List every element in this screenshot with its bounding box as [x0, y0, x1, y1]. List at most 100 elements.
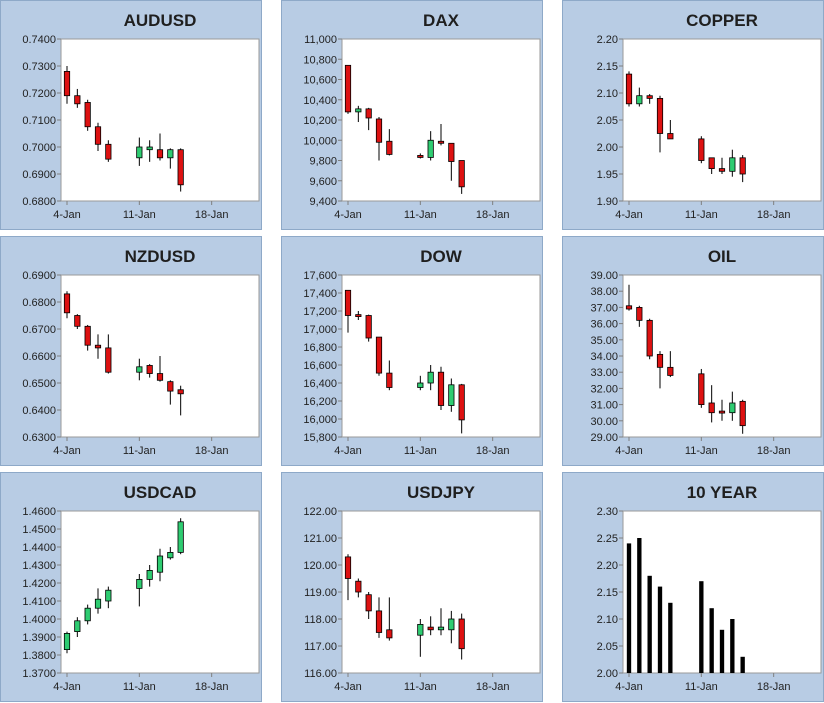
copper-candle-body	[708, 157, 715, 170]
oil-candle-body	[646, 319, 653, 357]
usdjpy-title: USDJPY	[407, 483, 476, 502]
usdjpy-ytick-label: 120.00	[303, 560, 337, 572]
usdjpy-candle-body	[448, 618, 455, 631]
usdjpy-candle-body	[355, 580, 362, 593]
usdjpy-xtick-label: 4-Jan	[334, 681, 362, 693]
copper-ytick-label: 2.00	[597, 142, 618, 154]
oil-candle-body	[698, 373, 705, 406]
dow-candle-body	[448, 384, 455, 406]
nzdusd-xtick-label: 4-Jan	[53, 445, 81, 457]
nzdusd-ytick-label: 0.6400	[22, 405, 56, 417]
oil-xtick-label: 4-Jan	[615, 445, 643, 457]
usdjpy-ytick-label: 122.00	[303, 506, 337, 518]
usdcad-title: USDCAD	[124, 483, 197, 502]
tenyear-bar	[730, 619, 735, 673]
tenyear-ytick-label: 2.10	[597, 614, 618, 626]
dax-xtick-label: 18-Jan	[476, 209, 510, 221]
oil-ytick-label: 32.00	[590, 383, 618, 395]
usdjpy-candle-body	[386, 629, 393, 639]
dow-title: DOW	[420, 247, 463, 266]
nzdusd-candle-body	[84, 325, 91, 346]
dow-candle-body	[437, 371, 445, 406]
usdcad-ytick-label: 1.4100	[22, 596, 56, 608]
usdcad-ytick-label: 1.3800	[22, 650, 56, 662]
usdcad-ytick-label: 1.3700	[22, 668, 56, 680]
dax-plot-area	[341, 38, 541, 202]
dow-ytick-label: 15,800	[303, 432, 337, 444]
usdcad-chart-svg: USDCAD 1.3700 1.3800 1.3900 1.4000 1.4100 1.42…	[22, 483, 260, 693]
usdcad-candle-body	[105, 589, 112, 602]
usdjpy-ytick-label: 116.00	[304, 668, 337, 680]
dax-ytick-label: 9,400	[309, 196, 337, 208]
audusd-candle-body	[177, 149, 184, 186]
dow-plot-area	[341, 274, 541, 438]
chart-panel-nzdusd: NZDUSD 0.6300 0.6400 0.6500 0.6600 0.6700 0.68…	[0, 236, 262, 466]
tenyear-ytick-label: 2.20	[597, 560, 618, 572]
dax-xtick-label: 4-Jan	[334, 209, 362, 221]
usdjpy-candle-body	[375, 610, 383, 633]
tenyear-bar	[668, 602, 673, 673]
dow-ytick-label: 16,600	[303, 360, 337, 372]
tenyear-xtick-label: 18-Jan	[757, 681, 791, 693]
oil-ytick-label: 39.00	[590, 270, 618, 282]
dax-candle-body	[417, 155, 424, 158]
nzdusd-candle-body	[136, 366, 143, 373]
copper-ytick-label: 2.20	[597, 34, 618, 46]
oil-ytick-label: 31.00	[590, 400, 618, 412]
audusd-plot-area	[60, 38, 260, 202]
nzdusd-ytick-label: 0.6600	[22, 351, 56, 363]
nzdusd-ytick-label: 0.6800	[22, 297, 56, 309]
dow-ytick-label: 16,200	[303, 396, 337, 408]
oil-ytick-label: 38.00	[590, 286, 618, 298]
dow-candle-body	[355, 314, 362, 317]
audusd-chart-svg: AUDUSD 0.6800 0.6900 0.7000 0.7100 0.7200 0.73…	[22, 11, 260, 221]
usdjpy-ytick-label: 117.00	[304, 641, 337, 653]
usdcad-candle-body	[146, 570, 153, 580]
copper-candle-body	[656, 98, 664, 134]
tenyear-bar	[740, 656, 745, 673]
copper-chart-svg: COPPER 1.90 1.95 2.00 2.05 2.10 2.15 2.20 4-Jan 1…	[597, 11, 822, 221]
dax-candle-body	[448, 142, 455, 162]
audusd-candle-body	[156, 149, 164, 159]
copper-candle-body	[636, 95, 643, 105]
copper-candle-body	[646, 95, 653, 99]
dow-ytick-label: 17,200	[303, 306, 337, 318]
audusd-ytick-label: 0.7000	[22, 142, 56, 154]
usdjpy-ytick-label: 119.00	[304, 587, 337, 599]
copper-xtick-label: 18-Jan	[757, 209, 791, 221]
oil-chart-svg: OIL 29.00 30.00 31.00 32.00 33.00 34.00 35.00 36…	[590, 247, 822, 457]
dow-candle-body	[344, 289, 352, 316]
oil-title: OIL	[708, 247, 736, 266]
copper-ytick-label: 1.95	[597, 169, 618, 181]
usdjpy-xtick-label: 18-Jan	[476, 681, 510, 693]
dax-ytick-label: 10,800	[303, 54, 337, 66]
usdjpy-ytick-label: 118.00	[304, 614, 337, 626]
dax-candle-body	[365, 108, 372, 119]
chart-panel-audusd: AUDUSD 0.6800 0.6900 0.7000 0.7100 0.7200 0.73…	[0, 0, 262, 230]
tenyear-bar	[647, 575, 652, 673]
oil-ytick-label: 36.00	[590, 319, 618, 331]
dow-candle-body	[427, 371, 434, 384]
nzdusd-candle-body	[156, 373, 164, 381]
dax-ytick-label: 10,400	[303, 95, 337, 107]
nzdusd-candle-body	[167, 381, 174, 392]
nzdusd-ytick-label: 0.6700	[22, 324, 56, 336]
dax-ytick-label: 10,000	[303, 135, 337, 147]
usdcad-candle-body	[94, 598, 102, 609]
usdcad-candle-body	[167, 552, 174, 559]
dax-candle-body	[386, 140, 393, 155]
dax-candle-body	[355, 108, 362, 113]
dow-ytick-label: 16,000	[303, 414, 337, 426]
tenyear-ytick-label: 2.05	[597, 641, 618, 653]
dax-ytick-label: 11,000	[304, 34, 337, 46]
dow-xtick-label: 4-Jan	[334, 445, 362, 457]
copper-ytick-label: 2.10	[597, 88, 618, 100]
oil-candle-body	[656, 353, 664, 368]
dax-candle-body	[427, 139, 434, 158]
audusd-ytick-label: 0.6800	[22, 196, 56, 208]
copper-ytick-label: 2.15	[597, 61, 618, 73]
usdcad-candle-body	[177, 521, 184, 553]
dax-candle-body	[458, 160, 465, 188]
nzdusd-candle-body	[146, 365, 153, 374]
copper-candle-body	[718, 168, 726, 172]
